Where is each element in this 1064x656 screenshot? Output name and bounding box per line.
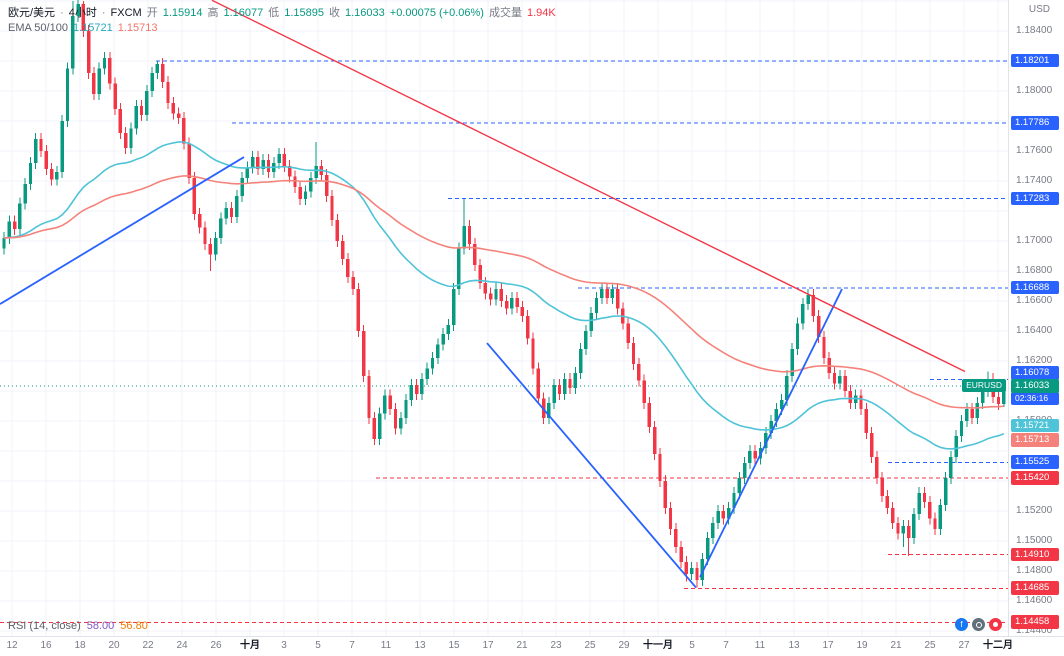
time-label: 25	[584, 640, 596, 651]
time-label: 20	[108, 640, 120, 651]
price-tick: 1.17400	[1016, 175, 1053, 187]
price-level-badge: 1.14910	[1011, 547, 1059, 562]
price-tick: 1.15000	[1016, 535, 1053, 547]
ema-value-badge: 1.15721	[1011, 418, 1059, 433]
volume-label: 成交量	[488, 7, 522, 19]
time-label: 21	[890, 640, 902, 651]
rsi-value-2: 56.80	[120, 620, 148, 632]
record-dot-icon	[993, 622, 998, 627]
close-value: 1.16033	[345, 7, 385, 19]
ema50-value: 1.15721	[72, 22, 113, 34]
price-level-badge: 1.15420	[1011, 471, 1059, 485]
time-label: 7	[723, 640, 729, 651]
price-tick: 1.17600	[1016, 145, 1053, 157]
time-label: 16	[40, 640, 52, 651]
time-label: 25	[924, 640, 936, 651]
low-label: 低	[268, 7, 280, 19]
time-label: 5	[315, 640, 321, 651]
price-level-badge: 1.18201	[1011, 53, 1059, 68]
camera-icon[interactable]	[972, 618, 985, 631]
price-tick: 1.17000	[1016, 235, 1053, 247]
time-label: 15	[448, 640, 460, 651]
price-tick: 1.18000	[1016, 85, 1053, 97]
time-label: 19	[856, 640, 868, 651]
time-label-month: 十一月	[643, 640, 673, 651]
time-label: 13	[788, 640, 800, 651]
price-tick: 1.14800	[1016, 565, 1053, 577]
time-label: 29	[618, 640, 630, 651]
currency-label[interactable]: USD	[1028, 4, 1050, 15]
ema100-value: 1.15713	[117, 22, 158, 34]
open-label: 开	[146, 7, 158, 19]
chart-pane[interactable]: EURUSD	[0, 0, 1008, 636]
countdown-badge: 02:36:16	[1011, 392, 1059, 405]
time-label: 3	[281, 640, 287, 651]
time-axis[interactable]: 12 16 18 20 22 24 26 十月 3 5 7 11 13 15 17 21 23 25 29 十一月 5 7…	[0, 636, 1064, 656]
symbol-price-chip: EURUSD	[962, 379, 1006, 392]
volume-value: 1.94K	[526, 7, 556, 19]
separator: ·	[60, 7, 64, 19]
price-tick: 1.14600	[1016, 595, 1053, 607]
candlestick-chart[interactable]	[0, 0, 1008, 636]
time-label: 27	[958, 640, 970, 651]
rsi-legend-row: RSI (14, close) 58.00 56.80	[8, 620, 148, 633]
price-tick: 1.18400	[1016, 25, 1053, 37]
price-axis[interactable]: USD 1.18400 1.18000 1.17600 1.17400 1.17000 1…	[1008, 0, 1064, 636]
price-tick: 1.16800	[1016, 265, 1053, 277]
time-label: 13	[414, 640, 426, 651]
time-label: 22	[142, 640, 154, 651]
price-level-badge: 1.14458	[1011, 615, 1059, 629]
change-value: +0.00075 (+0.06%)	[389, 7, 484, 19]
time-label: 17	[482, 640, 494, 651]
time-label: 7	[349, 640, 355, 651]
ema-value-badge: 1.15713	[1011, 433, 1059, 447]
exchange-label[interactable]: FXCM	[110, 7, 142, 19]
time-label: 11	[380, 640, 392, 651]
rsi-value-1: 58.00	[86, 620, 115, 632]
price-level-badge: 1.15525	[1011, 455, 1059, 469]
time-label: 23	[550, 640, 562, 651]
record-icon[interactable]	[989, 618, 1002, 631]
time-label: 12	[6, 640, 18, 651]
time-label: 24	[176, 640, 188, 651]
ema-legend-row: EMA 50/100 1.15721 1.15713	[8, 21, 556, 36]
open-value: 1.15914	[162, 7, 203, 19]
close-label: 收	[329, 7, 340, 19]
high-label: 高	[207, 7, 219, 19]
time-label-month: 十二月	[983, 640, 1013, 651]
price-tick: 1.16600	[1016, 295, 1053, 307]
floating-buttons: f	[955, 618, 1002, 631]
symbol-legend-row: 欧元/美元 · 4小时 · FXCM 开 1.15914 高 1.16077 低…	[8, 6, 556, 21]
time-label: 21	[516, 640, 528, 651]
time-label: 5	[689, 640, 695, 651]
price-level-badge: 1.16688	[1011, 280, 1059, 295]
separator: ·	[101, 7, 106, 19]
high-value: 1.16077	[223, 7, 264, 19]
ema-indicator-label[interactable]: EMA 50/100	[8, 22, 68, 34]
time-label: 18	[74, 640, 86, 651]
price-tick: 1.16200	[1016, 355, 1053, 367]
price-level-badge: 1.17786	[1011, 116, 1059, 130]
symbol-title[interactable]: 欧元/美元	[8, 7, 56, 19]
price-level-badge: 1.17283	[1011, 191, 1059, 206]
rsi-indicator-label[interactable]: RSI (14, close)	[8, 620, 81, 632]
price-level-badge: 1.14685	[1011, 581, 1059, 595]
camera-lens-icon	[975, 621, 982, 628]
current-price-badge: 1.16033	[1011, 379, 1059, 393]
timeframe-label[interactable]: 4小时	[68, 7, 97, 19]
time-label: 11	[754, 640, 766, 651]
price-level-badge: 1.16078	[1011, 366, 1059, 380]
time-label-month: 十月	[240, 640, 260, 651]
low-value: 1.15895	[284, 7, 324, 19]
chart-legend: 欧元/美元 · 4小时 · FXCM 开 1.15914 高 1.16077 低…	[8, 6, 556, 36]
price-tick: 1.15200	[1016, 505, 1053, 517]
time-label: 26	[210, 640, 222, 651]
facebook-icon[interactable]: f	[955, 618, 968, 631]
time-label: 17	[822, 640, 834, 651]
price-tick: 1.14400	[1016, 625, 1053, 637]
price-tick: 1.16400	[1016, 325, 1053, 337]
